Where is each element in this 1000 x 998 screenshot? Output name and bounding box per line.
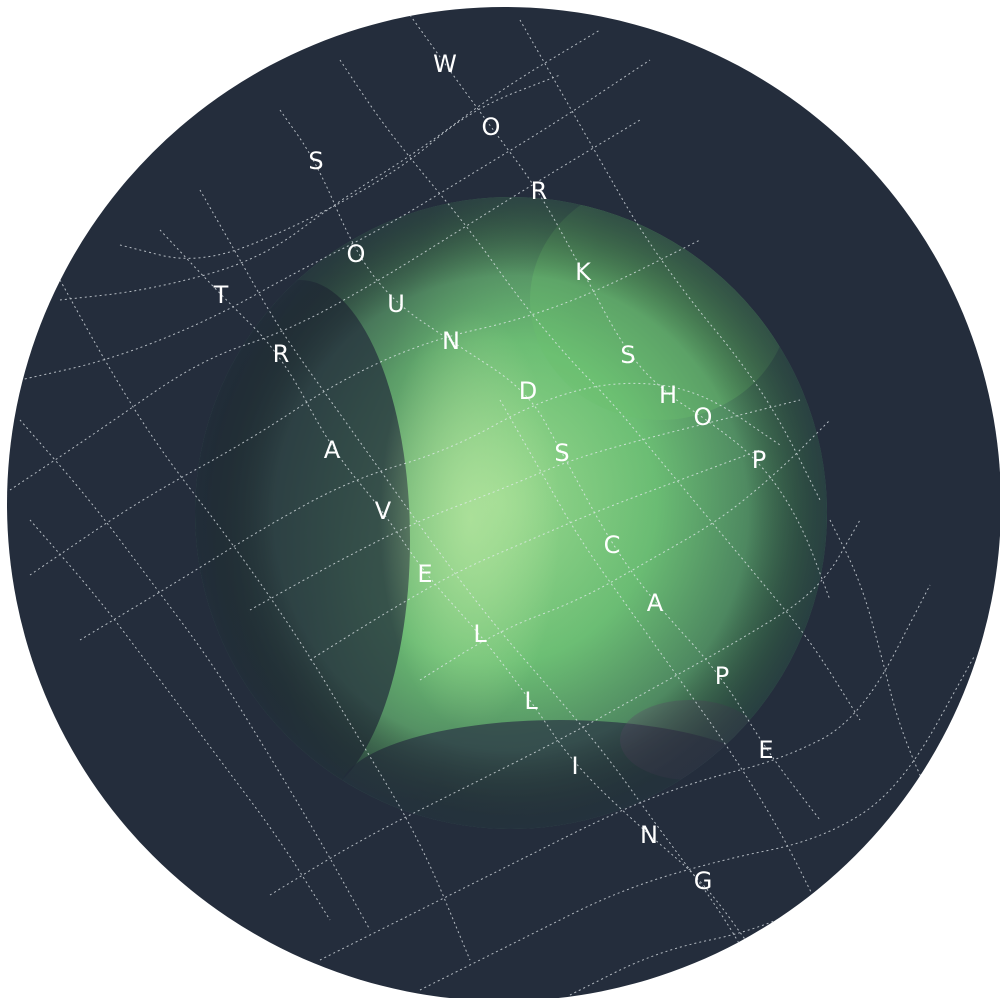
dotted-grid: [9, 14, 976, 996]
letter-travelling-5: L: [473, 620, 487, 648]
grid-long-line: [519, 19, 821, 501]
grid-long-line: [19, 419, 371, 931]
letter-soundscape-4: D: [519, 377, 537, 405]
letter-soundscape-8: P: [715, 662, 729, 690]
letter-travelling-6: L: [524, 687, 538, 715]
grid-cross-line: [119, 74, 561, 259]
letter-travelling-1: R: [273, 340, 290, 368]
grid-long-line: [499, 399, 821, 911]
letter-travelling-2: A: [324, 436, 341, 464]
grid-cross-line: [59, 29, 601, 301]
letter-soundscape-0: S: [308, 147, 323, 175]
letter-travelling-8: N: [640, 821, 658, 849]
letter-soundscape-7: A: [647, 589, 664, 617]
letter-workshop-6: O: [694, 403, 713, 431]
letter-workshop-7: P: [752, 446, 766, 474]
letter-workshop-0: W: [433, 50, 457, 78]
grid-long-line: [29, 519, 331, 921]
grid-cross-line: [419, 654, 976, 991]
letter-soundscape-2: U: [387, 290, 405, 318]
grid-cross-line: [29, 239, 701, 576]
letter-travelling-7: I: [571, 752, 578, 780]
grid-long-line: [59, 279, 471, 961]
letter-workshop-4: S: [620, 341, 635, 369]
grid-cross-line: [419, 419, 831, 681]
word-path-travelling: [159, 229, 761, 961]
grid-cross-line: [249, 399, 801, 611]
grid-long-line: [339, 59, 861, 721]
letter-workshop-3: K: [575, 258, 592, 286]
grid-cross-line: [319, 584, 931, 961]
letter-soundscape-9: E: [758, 736, 773, 764]
word-path-workshop: [409, 14, 831, 601]
letter-travelling-9: G: [694, 867, 713, 895]
letter-workshop-5: H: [659, 381, 677, 409]
letter-travelling-4: E: [417, 560, 432, 588]
letter-soundscape-1: O: [347, 240, 366, 268]
letter-soundscape-6: C: [604, 531, 621, 559]
grid-cross-line: [9, 119, 641, 491]
letter-travelling-3: V: [375, 497, 392, 525]
grid-cross-line: [269, 519, 861, 896]
letter-soundscape-3: N: [442, 327, 460, 355]
grid-cross-line: [309, 449, 761, 661]
grid-cross-line: [19, 59, 651, 381]
letter-soundscape-5: S: [554, 439, 569, 467]
grid-cross-line: [79, 382, 781, 641]
grid-long-line: [199, 189, 761, 981]
letter-workshop-1: O: [482, 113, 501, 141]
letter-workshop-2: R: [531, 177, 548, 205]
letter-travelling-0: T: [213, 281, 229, 309]
